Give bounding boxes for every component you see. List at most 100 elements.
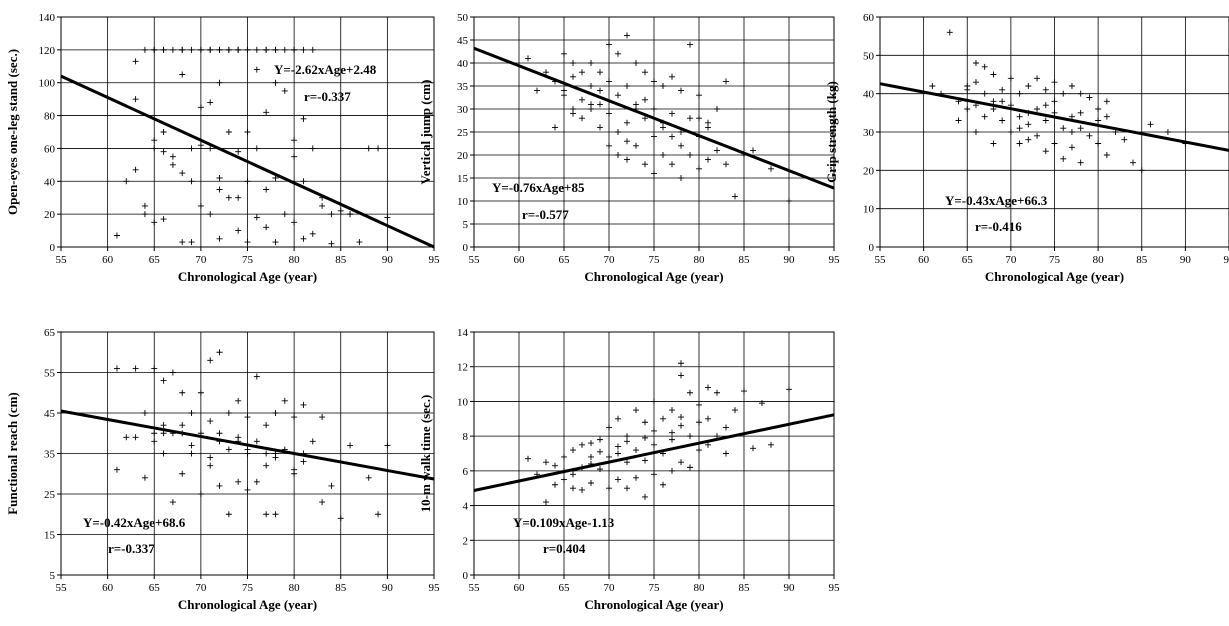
data-point bbox=[624, 438, 630, 445]
x-tick-label: 65 bbox=[149, 582, 161, 594]
data-point bbox=[216, 430, 223, 437]
data-point bbox=[1051, 79, 1058, 86]
y-tick-label: 2 bbox=[463, 535, 469, 547]
data-point bbox=[714, 106, 720, 112]
data-point bbox=[337, 515, 344, 522]
data-point bbox=[786, 198, 792, 204]
data-point bbox=[1164, 129, 1171, 135]
y-tick-label: 45 bbox=[457, 35, 469, 47]
data-point bbox=[272, 454, 279, 461]
data-point bbox=[253, 145, 260, 152]
data-point bbox=[633, 142, 639, 149]
data-point bbox=[750, 147, 756, 154]
data-point bbox=[570, 60, 576, 66]
data-point bbox=[319, 202, 326, 209]
y-tick-label: 40 bbox=[457, 58, 469, 70]
data-point bbox=[328, 240, 335, 247]
y-tick-label: 50 bbox=[457, 12, 469, 24]
data-point bbox=[160, 377, 167, 384]
data-point bbox=[1103, 152, 1110, 158]
x-tick-label: 70 bbox=[604, 582, 616, 594]
data-point bbox=[990, 98, 997, 105]
data-point bbox=[561, 453, 567, 460]
data-point bbox=[300, 401, 307, 408]
data-point bbox=[678, 422, 684, 429]
x-tick-label: 70 bbox=[195, 254, 207, 266]
x-tick-label: 60 bbox=[102, 254, 114, 266]
data-point bbox=[225, 410, 232, 416]
data-point bbox=[375, 145, 382, 152]
x-tick-label: 75 bbox=[1049, 254, 1061, 266]
data-point bbox=[1016, 113, 1023, 120]
data-point bbox=[216, 235, 223, 242]
data-point bbox=[225, 446, 232, 453]
y-axis-label: Functional reach (cm) bbox=[5, 392, 20, 515]
data-point bbox=[207, 145, 214, 152]
data-point bbox=[225, 129, 232, 135]
data-point bbox=[615, 50, 621, 57]
y-tick-label: 65 bbox=[44, 327, 56, 339]
data-point bbox=[263, 46, 270, 53]
data-point bbox=[624, 459, 630, 466]
x-tick-label: 55 bbox=[469, 582, 481, 594]
data-point bbox=[561, 92, 567, 99]
data-point bbox=[1121, 136, 1128, 143]
data-point bbox=[714, 389, 720, 396]
x-tick-label: 95 bbox=[429, 254, 441, 266]
data-point bbox=[253, 66, 260, 73]
data-point bbox=[579, 441, 585, 448]
y-tick-label: 20 bbox=[863, 165, 875, 177]
data-point bbox=[253, 214, 260, 221]
data-point bbox=[216, 186, 223, 193]
data-point bbox=[669, 407, 675, 414]
data-point bbox=[1034, 106, 1041, 112]
x-tick-label: 90 bbox=[1180, 254, 1192, 266]
correlation-coefficient: r=-0.337 bbox=[304, 89, 351, 104]
data-point bbox=[1086, 132, 1093, 139]
y-tick-label: 25 bbox=[44, 489, 56, 501]
x-tick-label: 85 bbox=[739, 254, 751, 266]
data-point bbox=[534, 87, 540, 94]
data-point bbox=[235, 434, 242, 441]
data-point bbox=[990, 140, 997, 147]
data-point bbox=[1007, 75, 1014, 82]
data-point bbox=[606, 78, 612, 85]
data-point bbox=[365, 474, 372, 481]
x-tick-label: 90 bbox=[784, 254, 796, 266]
data-point bbox=[207, 211, 214, 218]
data-point bbox=[1034, 75, 1041, 82]
data-point bbox=[291, 414, 298, 421]
data-point bbox=[169, 153, 176, 160]
data-point bbox=[216, 175, 223, 181]
y-tick-label: 140 bbox=[39, 12, 56, 24]
data-point bbox=[216, 349, 223, 356]
y-tick-label: 5 bbox=[50, 570, 56, 582]
data-point bbox=[999, 117, 1006, 124]
data-point bbox=[225, 46, 232, 53]
data-point bbox=[319, 499, 326, 506]
data-point bbox=[141, 474, 148, 481]
data-point bbox=[660, 152, 666, 158]
data-point bbox=[1086, 94, 1093, 101]
data-point bbox=[169, 369, 176, 376]
data-point bbox=[244, 446, 251, 453]
data-point bbox=[1007, 129, 1014, 135]
data-point bbox=[291, 219, 298, 226]
data-point bbox=[113, 466, 120, 473]
data-point bbox=[1051, 98, 1058, 105]
data-point bbox=[651, 427, 657, 434]
data-point bbox=[1025, 83, 1032, 89]
data-point bbox=[669, 436, 675, 443]
data-point bbox=[741, 388, 747, 395]
data-point bbox=[141, 410, 148, 416]
x-tick-label: 55 bbox=[875, 254, 887, 266]
data-point bbox=[946, 29, 953, 36]
data-point bbox=[651, 170, 657, 177]
data-point bbox=[642, 493, 648, 500]
data-point bbox=[687, 464, 693, 471]
data-point bbox=[1051, 140, 1058, 147]
data-point bbox=[179, 71, 186, 78]
y-tick-label: 0 bbox=[463, 242, 469, 254]
y-axis-label: Open-eyes one-leg stand (sec.) bbox=[5, 49, 20, 215]
data-point bbox=[235, 194, 242, 201]
